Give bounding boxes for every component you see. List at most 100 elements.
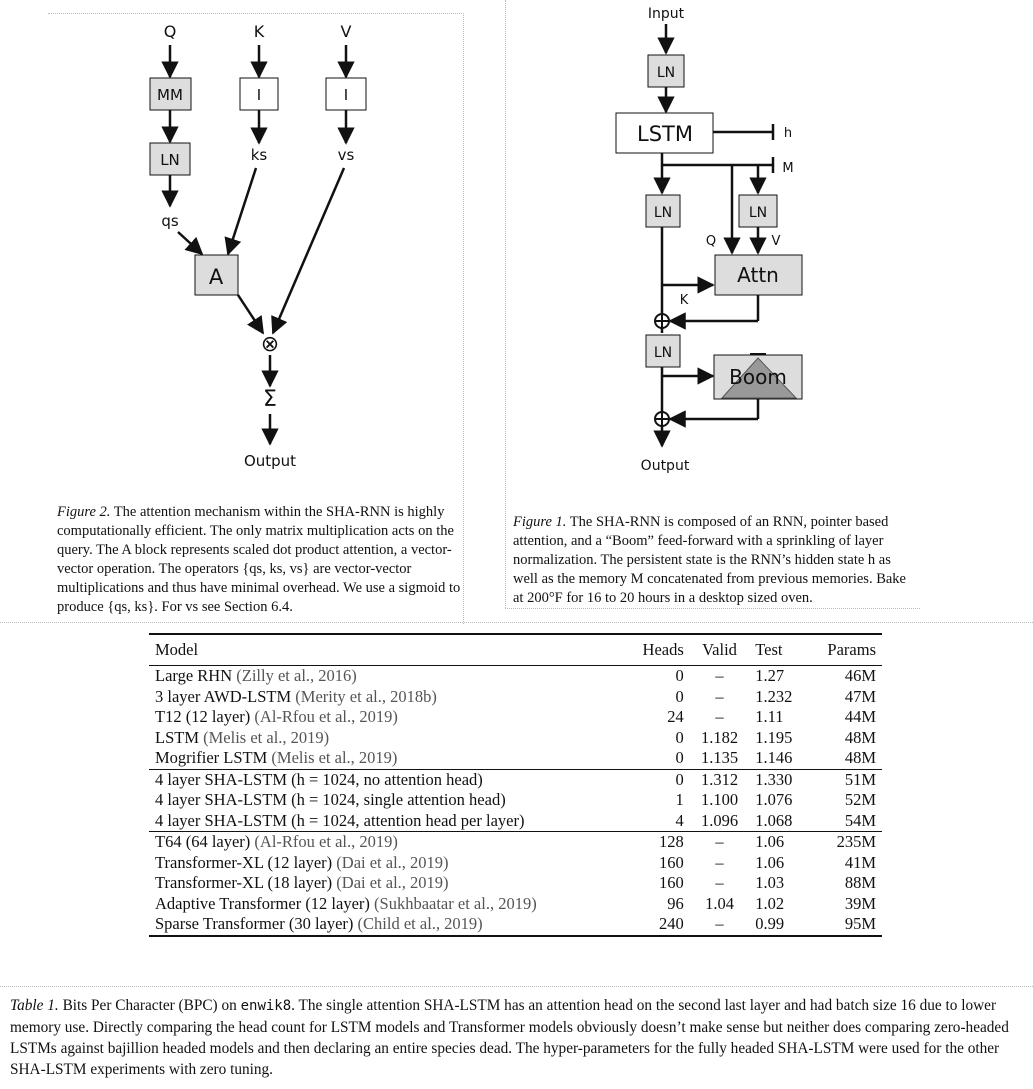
fig1-lstm-box [615, 112, 714, 154]
fig1-input-label: Input [648, 6, 685, 22]
valid-cell: – [715, 832, 724, 852]
table-row: Mogrifier LSTM (Melis et al., 2019) 0 1.13… [149, 748, 882, 769]
fig2-a-label: A [209, 265, 224, 289]
table-panel-top [0, 622, 1033, 623]
params-cell: 48M [844, 748, 876, 768]
test-cell: 1.068 [755, 810, 793, 830]
fig2-v-label: V [341, 22, 352, 41]
table-caption: Table 1. Bits Per Character (BPC) on enw… [10, 995, 1025, 1080]
model-name: Transformer-XL (12 layer) [155, 852, 333, 872]
fig1-ln4-box [645, 334, 681, 368]
model-citation: (Sukhbaatar et al., 2019) [374, 893, 537, 913]
model-citation: (Al-Rfou et al., 2019) [254, 707, 398, 727]
model-citation: (Child et al., 2019) [357, 914, 483, 934]
test-cell: 1.03 [755, 873, 785, 893]
heads-cell: 0 [675, 666, 684, 686]
params-cell: 39M [844, 893, 876, 913]
fig2-sum-symbol: Σ [263, 387, 277, 412]
col-header-heads: Heads [642, 640, 684, 659]
table-row: T64 (64 layer) (Al-Rfou et al., 2019) 128… [149, 831, 882, 853]
table-caption-pre: Bits Per Character (BPC) on [58, 997, 241, 1014]
test-cell: 1.02 [755, 893, 785, 913]
model-cell: Transformer-XL (12 layer) (Dai et al., 2… [149, 853, 625, 874]
model-citation: (Melis et al., 2019) [271, 748, 398, 768]
heads-cell: 4 [675, 810, 684, 830]
valid-cell: – [715, 666, 724, 686]
fig1-ln2-box [645, 194, 681, 228]
fig1-attn-label: Attn [737, 263, 779, 287]
heads-cell: 160 [659, 852, 684, 872]
fig2-q-label: Q [164, 22, 177, 41]
fig2-ln-label: LN [160, 151, 180, 169]
valid-cell: 1.312 [700, 769, 739, 789]
model-cell: Adaptive Transformer (12 layer) (Sukhbaa… [149, 894, 625, 915]
params-cell: 41M [844, 852, 876, 872]
fig1-boom-label: Boom [729, 365, 787, 389]
table-row: 4 layer SHA-LSTM (h = 1024, single atten… [149, 790, 882, 811]
model-name: 4 layer SHA-LSTM (h = 1024, single atten… [155, 790, 506, 810]
fig1-ln1-box [647, 54, 685, 88]
figure1-panel [505, 0, 921, 608]
valid-cell: – [715, 914, 724, 934]
heads-cell: 1 [675, 790, 684, 810]
model-cell: 4 layer SHA-LSTM (h = 1024, single atten… [149, 790, 625, 811]
fig2-k-label: K [254, 22, 265, 41]
heads-cell: 24 [667, 707, 684, 727]
fig2-mm-label: MM [157, 86, 183, 104]
valid-cell: 1.096 [700, 810, 739, 830]
test-cell: 1.146 [755, 748, 793, 768]
model-cell: Large RHN (Zilly et al., 2016) [149, 666, 625, 687]
fig2-i2-box [325, 77, 367, 111]
test-cell: 1.06 [755, 852, 785, 872]
model-citation: (Merity et al., 2018b) [295, 686, 437, 706]
params-cell: 54M [844, 810, 876, 830]
heads-cell: 240 [659, 914, 684, 934]
params-cell: 51M [844, 769, 876, 789]
model-name: Adaptive Transformer (12 layer) [155, 893, 370, 913]
valid-cell: 1.135 [700, 748, 739, 768]
caption-panel-top [0, 986, 1033, 987]
model-citation: (Dai et al., 2019) [336, 873, 449, 893]
model-cell: T12 (12 layer) (Al-Rfou et al., 2019) [149, 707, 625, 728]
params-cell: 52M [844, 790, 876, 810]
model-citation: (Zilly et al., 2016) [236, 666, 357, 686]
test-cell: 1.06 [755, 832, 785, 852]
fig1-m-label: M [782, 161, 793, 176]
model-name: T64 (64 layer) [155, 832, 251, 852]
figure2-panel [48, 13, 464, 624]
test-cell: 1.11 [755, 707, 784, 727]
test-cell: 1.232 [755, 686, 793, 706]
params-cell: 48M [844, 727, 876, 747]
col-header-params: Params [827, 640, 876, 659]
fig2-multiply-symbol: ⊗ [261, 332, 279, 357]
test-cell: 1.076 [755, 790, 793, 810]
model-cell: T64 (64 layer) (Al-Rfou et al., 2019) [149, 832, 625, 853]
fig1-h-label: h [784, 126, 792, 141]
test-cell: 0.99 [755, 914, 785, 934]
model-name: 4 layer SHA-LSTM (h = 1024, no attention… [155, 769, 483, 789]
valid-cell: 1.100 [700, 790, 739, 810]
table-row: 4 layer SHA-LSTM (h = 1024, attention he… [149, 811, 882, 832]
params-cell: 46M [844, 666, 876, 686]
params-cell: 235M [836, 832, 876, 852]
valid-cell: – [715, 873, 724, 893]
table-row: Sparse Transformer (30 layer) (Child et … [149, 914, 882, 936]
fig1-output-label: Output [641, 458, 690, 474]
model-name: Transformer-XL (18 layer) [155, 873, 333, 893]
test-cell: 1.330 [755, 769, 793, 789]
model-cell: 4 layer SHA-LSTM (h = 1024, attention he… [149, 811, 625, 832]
fig1-ln1-label: LN [657, 65, 675, 81]
model-name: 4 layer SHA-LSTM (h = 1024, attention he… [155, 810, 525, 830]
fig2-qs-label: qs [161, 212, 179, 230]
table-row: T12 (12 layer) (Al-Rfou et al., 2019) 24 –… [149, 707, 882, 728]
params-cell: 95M [844, 914, 876, 934]
fig1-k-label: K [680, 293, 689, 308]
valid-cell: – [715, 686, 724, 706]
heads-cell: 0 [675, 686, 684, 706]
valid-cell: 1.04 [705, 893, 734, 913]
fig1-ln4-label: LN [654, 345, 672, 361]
heads-cell: 0 [675, 727, 684, 747]
model-cell: 4 layer SHA-LSTM (h = 1024, no attention… [149, 769, 625, 790]
table-caption-label: Table 1. [10, 997, 59, 1014]
model-cell: 3 layer AWD-LSTM (Merity et al., 2018b) [149, 687, 625, 708]
